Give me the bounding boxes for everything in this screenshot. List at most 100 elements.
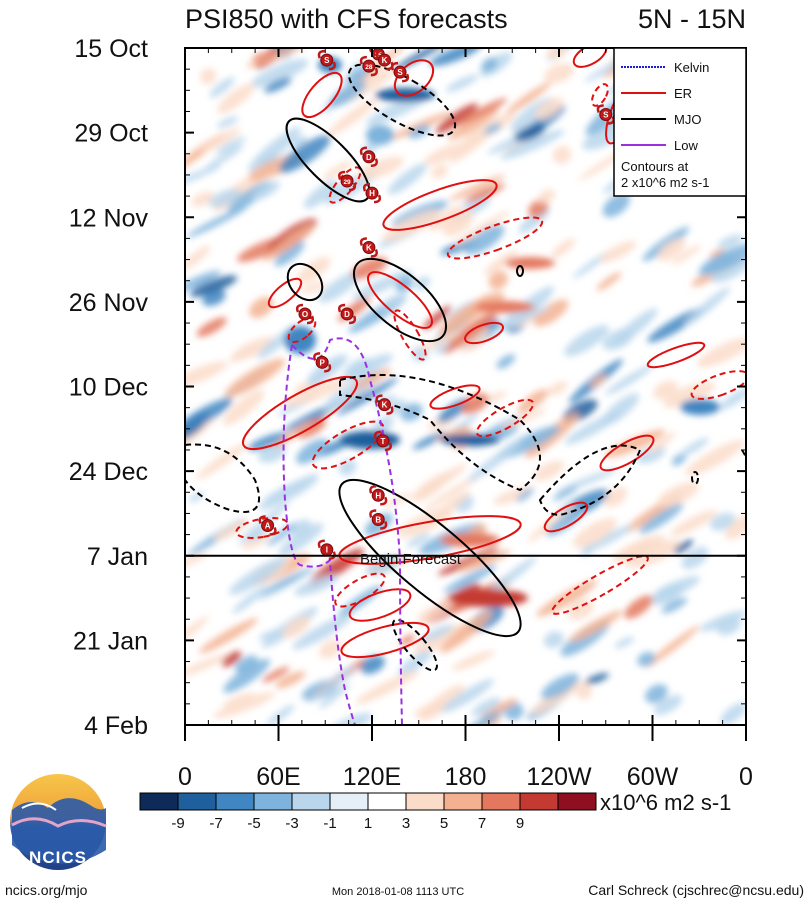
field-streak xyxy=(484,122,502,135)
field-streak xyxy=(657,238,686,262)
field-streak xyxy=(250,59,309,88)
field-streak xyxy=(499,408,548,430)
field-streak xyxy=(493,423,519,440)
field-streak xyxy=(435,103,478,134)
field-streak xyxy=(205,145,244,170)
field-streak xyxy=(717,234,744,248)
field-streak xyxy=(604,364,654,396)
field-streak xyxy=(413,623,469,654)
field-streak xyxy=(308,665,356,703)
storm-label: 28 xyxy=(365,64,373,71)
colorbar-swatch xyxy=(443,792,483,811)
footer-author: Carl Schreck (cjschrec@ncsu.edu) xyxy=(588,882,804,898)
field-streak xyxy=(263,473,320,502)
field-streak xyxy=(483,556,537,599)
field-streak xyxy=(440,610,493,653)
storm-label: 29 xyxy=(343,179,351,186)
colorbar-swatch xyxy=(329,792,369,811)
field-streak xyxy=(654,576,700,600)
field-streak xyxy=(653,694,683,715)
field-streak xyxy=(294,575,338,596)
field-streak xyxy=(228,346,257,364)
field-streak xyxy=(400,403,423,422)
field-streak xyxy=(414,700,446,718)
field-streak xyxy=(657,482,700,507)
y-tick-label: 15 Oct xyxy=(74,35,148,63)
storm-marker: A xyxy=(258,515,277,536)
footer-timestamp: Mon 2018-01-08 1113 UTC xyxy=(332,886,464,898)
field-streak xyxy=(685,439,745,476)
field-streak xyxy=(247,432,287,451)
field-streak xyxy=(213,520,250,541)
field-streak xyxy=(222,692,255,707)
field-streak xyxy=(679,437,709,457)
field-streak xyxy=(351,257,388,279)
field-streak xyxy=(318,682,351,709)
field-streak xyxy=(279,135,331,173)
colorbar-label: 3 xyxy=(402,815,410,832)
field-streak xyxy=(544,63,574,84)
field-streak xyxy=(614,636,635,649)
field-streak xyxy=(443,565,497,593)
storm-label: D xyxy=(344,310,350,319)
field-streak xyxy=(645,684,668,704)
field-streak xyxy=(224,358,286,398)
storm-marker: P xyxy=(313,352,332,373)
field-streak xyxy=(663,381,716,408)
field-streak xyxy=(294,382,310,393)
field-streak xyxy=(414,276,431,291)
field-streak xyxy=(328,80,367,108)
storm-marker: D xyxy=(359,146,378,168)
field-streak xyxy=(252,52,268,61)
field-streak xyxy=(533,299,569,327)
field-streak xyxy=(221,651,242,667)
chart-title: PSI850 with CFS forecasts xyxy=(185,4,508,34)
field-streak xyxy=(200,128,241,152)
field-streak xyxy=(575,682,592,700)
field-streak xyxy=(249,297,274,319)
field-streak xyxy=(406,532,431,548)
field-streak xyxy=(637,651,656,667)
field-streak xyxy=(423,594,459,624)
x-tick-label: 120E xyxy=(343,763,401,791)
field-feature xyxy=(440,434,500,446)
storm-label: P xyxy=(319,358,325,367)
colorbar-label: 7 xyxy=(478,815,486,832)
storm-label: S xyxy=(324,56,330,65)
logo-wave xyxy=(11,817,107,828)
field-streak xyxy=(322,160,354,180)
field-streak xyxy=(217,116,239,128)
field-streak xyxy=(185,165,221,188)
field-streak xyxy=(282,378,347,407)
field-streak xyxy=(352,368,392,390)
storm-label: A xyxy=(265,522,271,531)
field-streak xyxy=(586,525,633,552)
logo-text: NCICS xyxy=(29,848,87,867)
field-streak xyxy=(422,305,452,330)
field-streak xyxy=(412,431,446,450)
field-streak xyxy=(418,330,463,352)
field-streak xyxy=(564,411,622,445)
colorbar-unit: x10^6 m2 s-1 xyxy=(600,790,731,815)
field-streak xyxy=(602,328,634,351)
x-axis: 0 60E 120E 180 120W 60W 0 xyxy=(178,47,753,791)
field-streak xyxy=(252,181,280,200)
field-streak xyxy=(217,83,255,114)
field-streak xyxy=(382,209,441,242)
field-streak xyxy=(483,250,519,275)
storm-label: K xyxy=(382,401,388,410)
field-streak xyxy=(485,391,507,403)
colorbar-label: 1 xyxy=(364,815,372,832)
field-streak xyxy=(451,650,495,671)
field-streak xyxy=(500,129,565,160)
region-label: 5N - 15N xyxy=(638,4,746,34)
storm-marker: S xyxy=(390,61,410,83)
storm-label: S xyxy=(603,110,609,119)
field-streak xyxy=(423,473,482,511)
footer-url: ncics.org/mjo xyxy=(5,882,88,898)
field-streak xyxy=(400,634,415,646)
legend-label: Kelvin xyxy=(674,60,709,75)
storm-label: T xyxy=(380,437,385,446)
field-streak xyxy=(699,610,746,632)
